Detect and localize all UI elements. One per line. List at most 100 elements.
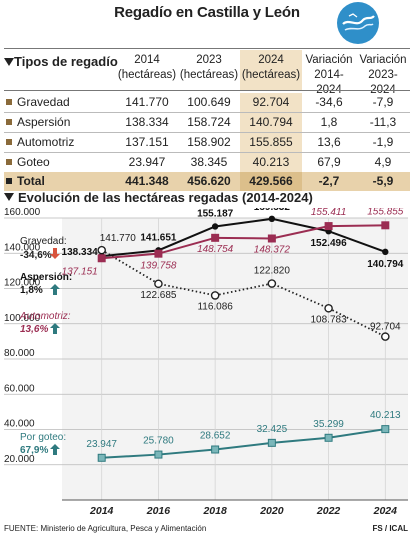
- table-row: Goteo 23.947 38.345 40.213 67,9 4,9: [4, 153, 410, 172]
- row-divider: [4, 152, 410, 153]
- title-divider: [4, 48, 410, 49]
- x-tick-label: 2014: [89, 505, 114, 517]
- data-label: 152.496: [311, 238, 348, 249]
- series-line-aspersión: [101, 217, 386, 258]
- row-bullet: [6, 139, 12, 145]
- credit-note: FS / ICAL: [372, 524, 408, 533]
- data-point: [324, 433, 333, 442]
- y-tick-label: 20.000: [4, 454, 35, 465]
- data-point: [324, 222, 333, 231]
- row-bullet: [6, 178, 12, 184]
- y-tick-label: 80.000: [4, 348, 35, 359]
- data-label: 141.651: [140, 232, 177, 243]
- data-point: [267, 234, 276, 243]
- annotation-percent: 67,9%: [20, 445, 48, 456]
- row-divider: [4, 132, 410, 133]
- header-divider: [4, 90, 410, 91]
- data-point: [211, 233, 220, 242]
- data-label: 122.685: [140, 290, 177, 301]
- data-label: 138.334: [62, 247, 99, 258]
- table-row: Gravedad 141.770 100.649 92.704 -34,6 -7…: [4, 93, 410, 112]
- data-label: 40.213: [370, 410, 401, 421]
- table-header-label: Tipos de regadío: [14, 54, 118, 69]
- data-label: 148.372: [254, 244, 291, 255]
- data-point: [381, 332, 390, 341]
- annotation-name: Gravedad:: [20, 236, 67, 247]
- annotation-name: Por goteo:: [20, 432, 66, 443]
- data-point: [211, 445, 220, 454]
- column-header-2014: 2014 (hectáreas): [117, 54, 177, 81]
- table-row: Automotriz 137.151 158.902 155.855 13,6 …: [4, 133, 410, 152]
- series-line-por-goteo: [101, 428, 386, 459]
- x-tick-label: 2022: [316, 505, 341, 517]
- y-tick-label: 100.000: [4, 313, 41, 324]
- data-label: 25.780: [143, 436, 174, 447]
- y-tick-label: 40.000: [4, 419, 35, 430]
- annotation-name: Aspersión:: [20, 272, 72, 283]
- arrow-up-icon: [50, 284, 60, 295]
- arrow-down-icon: [50, 248, 60, 259]
- annotation-percent: 13,6%: [20, 324, 48, 335]
- data-point: [382, 248, 389, 256]
- series-line-gravedad: [101, 249, 386, 338]
- data-point: [324, 303, 333, 313]
- column-header-var-2014-2024: Variación 2014-2024: [305, 54, 353, 96]
- data-label: 155.855: [367, 208, 404, 217]
- section-triangle-icon: [4, 193, 14, 201]
- data-point: [267, 438, 276, 447]
- x-tick-label: 2024: [373, 505, 398, 517]
- data-point: [381, 425, 390, 434]
- column-header-2024: 2024 (hectáreas): [240, 50, 302, 91]
- data-point: [154, 249, 163, 258]
- data-label: 148.754: [197, 244, 234, 255]
- data-label: 32.425: [257, 424, 288, 435]
- data-label: 28.652: [200, 431, 231, 442]
- data-point: [381, 221, 390, 230]
- castilla-leon-map-logo-icon: [337, 2, 379, 44]
- data-point: [268, 215, 276, 223]
- data-point: [211, 223, 219, 230]
- data-point: [154, 279, 163, 289]
- data-label: 137.151: [62, 266, 98, 277]
- data-point: [154, 450, 163, 459]
- annotation-percent: -34,6%: [20, 250, 52, 261]
- line-chart: 20.000 40.000 60.000 80.000 100.000 120.000 14…: [4, 208, 408, 517]
- data-label: 159.532: [254, 208, 291, 213]
- row-divider: [4, 112, 410, 113]
- arrow-up-icon: [50, 444, 60, 455]
- data-point: [97, 245, 107, 255]
- column-header-var-2023-2024: Variación 2023-2024: [359, 54, 407, 96]
- data-label: 122.820: [254, 266, 291, 277]
- data-label: 35.299: [313, 419, 344, 430]
- y-tick-label: 140.000: [4, 242, 41, 253]
- row-bullet: [6, 99, 12, 105]
- row-bullet: [6, 159, 12, 165]
- column-header-2023: 2023 (hectáreas): [179, 54, 239, 81]
- chart-title: Evolución de las hectáreas regadas (2014…: [18, 190, 313, 205]
- data-label: 116.086: [197, 301, 233, 312]
- data-label: 155.411: [311, 208, 346, 218]
- row-bullet: [6, 119, 12, 125]
- table-total-row: Total 441.348 456.620 429.566 -2,7 -5,9: [4, 172, 410, 191]
- data-point: [210, 291, 220, 300]
- x-tick-label: 2020: [259, 505, 284, 517]
- y-tick-label: 60.000: [4, 383, 35, 394]
- data-label: 139.758: [140, 261, 177, 272]
- annotation-percent: 1,8%: [20, 285, 43, 296]
- annotation-name: Automotriz:: [19, 311, 71, 322]
- arrow-up-icon: [50, 323, 60, 334]
- data-label: 140.794: [367, 259, 404, 270]
- data-label: 155.187: [197, 208, 234, 219]
- data-label: 92.704: [370, 322, 401, 333]
- data-label: 141.770: [100, 233, 137, 244]
- series-line-automotriz: [101, 224, 386, 260]
- data-label: 108.783: [311, 314, 348, 325]
- source-note: FUENTE: Ministerio de Agricultura, Pesca…: [4, 524, 207, 533]
- x-tick-label: 2018: [202, 505, 227, 517]
- data-point: [97, 254, 106, 263]
- section-triangle-icon: [4, 58, 14, 66]
- data-label: 23.947: [86, 439, 117, 450]
- table-row: Aspersión 138.334 158.724 140.794 1,8 -1…: [4, 113, 410, 132]
- data-point: [267, 279, 277, 288]
- data-point: [97, 453, 106, 462]
